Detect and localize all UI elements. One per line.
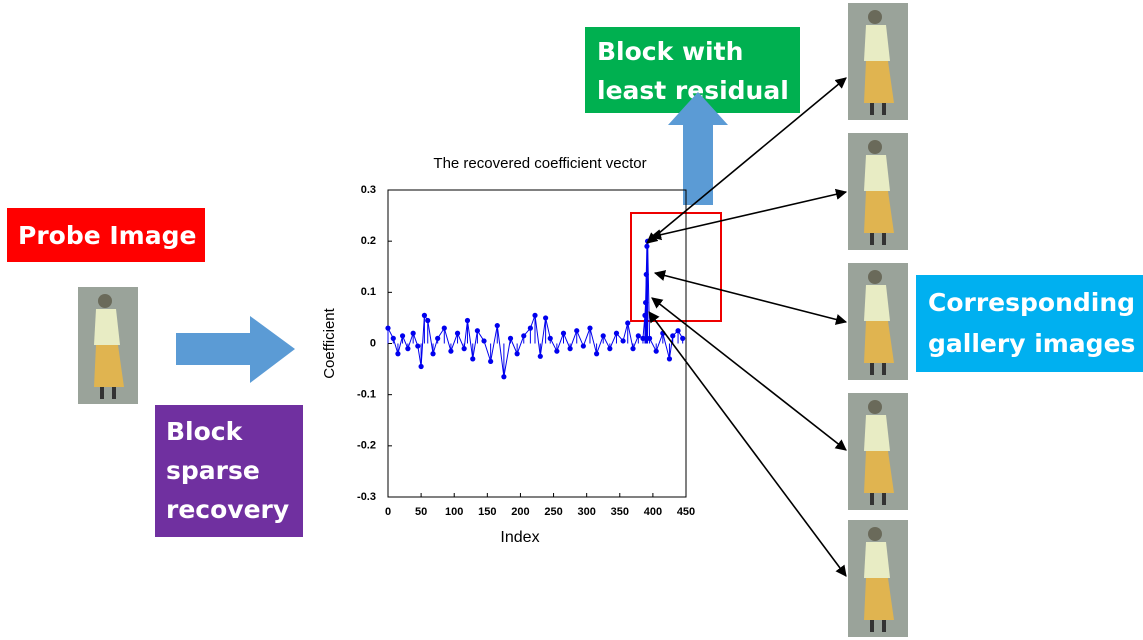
point (644, 244, 649, 249)
y-axis-label: Coefficient (321, 307, 338, 378)
point (425, 318, 430, 323)
series-line (388, 241, 683, 377)
y-tick-label: 0.2 (361, 235, 376, 247)
point (647, 336, 652, 341)
point (470, 356, 475, 361)
chart-title: The recovered coefficient vector (433, 155, 646, 172)
gallery-image (848, 133, 908, 250)
point (568, 346, 573, 351)
gallery-image (848, 520, 908, 637)
y-tick-label: -0.1 (357, 389, 376, 401)
point (508, 336, 513, 341)
gallery-image (848, 393, 908, 510)
point (475, 328, 480, 333)
point (607, 346, 612, 351)
link-arrow (649, 312, 846, 576)
page: {"labels": {"probe": "Probe Image", "rec… (0, 0, 1143, 640)
point (435, 336, 440, 341)
point (488, 359, 493, 364)
point (614, 331, 619, 336)
point (448, 349, 453, 354)
least-label: Block with (597, 37, 743, 66)
point (391, 336, 396, 341)
point (395, 351, 400, 356)
point (543, 315, 548, 320)
point (587, 326, 592, 331)
gallery-label: gallery images (928, 329, 1135, 358)
point (654, 349, 659, 354)
x-tick-label: 300 (577, 506, 595, 518)
right-arrow (176, 316, 295, 383)
gallery-image (848, 263, 908, 380)
point (419, 364, 424, 369)
link-arrow (652, 298, 846, 450)
point (405, 346, 410, 351)
probe-label: Probe Image (18, 221, 196, 250)
point (538, 354, 543, 359)
point (554, 349, 559, 354)
point (400, 333, 405, 338)
point (415, 343, 420, 348)
point (601, 333, 606, 338)
gallery-image (848, 3, 908, 120)
point (462, 346, 467, 351)
x-tick-label: 50 (415, 506, 427, 518)
point (625, 320, 630, 325)
point (667, 356, 672, 361)
point (521, 333, 526, 338)
point (532, 313, 537, 318)
point (675, 328, 680, 333)
point (501, 374, 506, 379)
point (680, 336, 685, 341)
x-tick-label: 400 (644, 506, 662, 518)
point (594, 351, 599, 356)
x-tick-label: 200 (511, 506, 529, 518)
y-tick-label: -0.2 (357, 440, 376, 452)
link-arrow (655, 273, 846, 322)
point (548, 336, 553, 341)
point (422, 313, 427, 318)
x-tick-label: 100 (445, 506, 463, 518)
x-tick-label: 250 (544, 506, 562, 518)
point (465, 318, 470, 323)
point (455, 331, 460, 336)
point (561, 331, 566, 336)
x-axis-label: Index (500, 529, 539, 546)
point (411, 331, 416, 336)
x-tick-label: 450 (677, 506, 695, 518)
links (647, 78, 846, 576)
x-tick-label: 0 (385, 506, 391, 518)
y-tick-label: 0 (370, 337, 376, 349)
point (620, 338, 625, 343)
point (481, 338, 486, 343)
point (581, 343, 586, 348)
point (430, 351, 435, 356)
x-tick-label: 150 (478, 506, 496, 518)
point (574, 328, 579, 333)
diagram: Probe Image Block sparse recovery Block … (0, 0, 1143, 640)
y-tick-label: 0.3 (361, 184, 376, 196)
point (442, 326, 447, 331)
x-tick-label: 350 (611, 506, 629, 518)
point (495, 323, 500, 328)
point (630, 346, 635, 351)
y-tick-label: 0.1 (361, 286, 376, 298)
point (385, 326, 390, 331)
gallery-label: Corresponding (928, 288, 1135, 317)
recovery-label: sparse (166, 456, 260, 485)
probe-image (78, 287, 138, 404)
recovery-label: Block (166, 417, 244, 446)
point (670, 333, 675, 338)
point (636, 333, 641, 338)
recovery-label: recovery (166, 495, 289, 524)
point (528, 326, 533, 331)
point (515, 351, 520, 356)
y-tick-label: -0.3 (357, 491, 376, 503)
